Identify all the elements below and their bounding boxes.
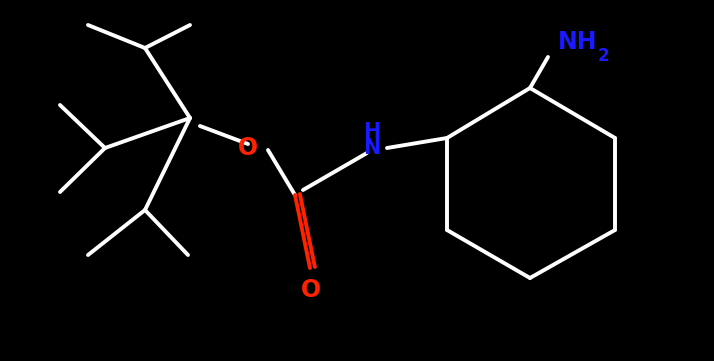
- Text: N: N: [363, 138, 381, 158]
- Text: O: O: [238, 136, 258, 160]
- Text: 2: 2: [598, 47, 610, 65]
- Text: O: O: [301, 278, 321, 302]
- Text: NH: NH: [558, 30, 598, 54]
- Text: H: H: [363, 122, 381, 142]
